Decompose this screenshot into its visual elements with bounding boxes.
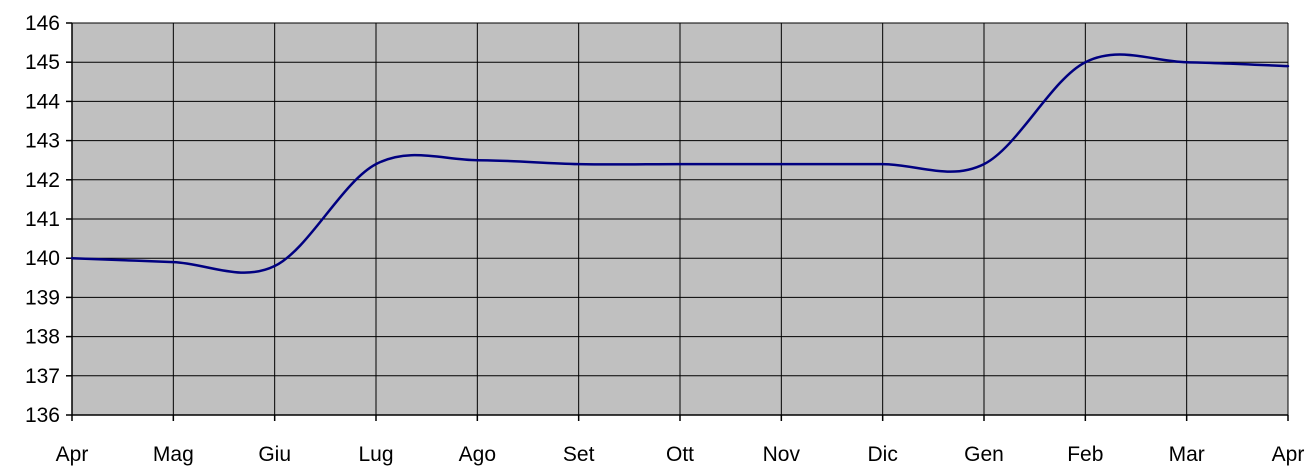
x-tick-label: Mag — [153, 443, 194, 466]
y-tick-label: 142 — [25, 169, 60, 192]
y-tick-label: 138 — [25, 326, 60, 349]
x-tick-label: Feb — [1067, 443, 1103, 466]
x-tick-label: Apr — [56, 443, 89, 466]
y-axis-tick-labels: 136 137 138 139 140 141 142 143 144 145 146 — [25, 12, 60, 427]
y-tick-label: 145 — [25, 51, 60, 74]
y-tick-label: 143 — [25, 130, 60, 153]
x-tick-label: Ott — [666, 443, 694, 466]
x-tick-label: Set — [563, 443, 595, 466]
y-tick-label: 137 — [25, 365, 60, 388]
x-tick-label: Gen — [964, 443, 1004, 466]
x-tick-label: Dic — [867, 443, 897, 466]
y-tick-label: 139 — [25, 286, 60, 309]
y-tick-label: 136 — [25, 404, 60, 427]
x-tick-label: Lug — [358, 443, 393, 466]
x-tick-label: Apr — [1272, 443, 1305, 466]
y-tick-label: 140 — [25, 247, 60, 270]
y-tick-label: 146 — [25, 12, 60, 35]
x-tick-label: Ago — [459, 443, 496, 466]
x-tick-label: Nov — [763, 443, 801, 466]
y-tick-label: 144 — [25, 90, 60, 113]
y-tick-label: 141 — [25, 208, 60, 231]
x-tick-label: Mar — [1169, 443, 1205, 466]
x-axis-tick-labels: Apr Mag Giu Lug Ago Set Ott Nov Dic Gen Feb Mar Apr — [56, 443, 1305, 466]
x-tick-label: Giu — [258, 443, 291, 466]
